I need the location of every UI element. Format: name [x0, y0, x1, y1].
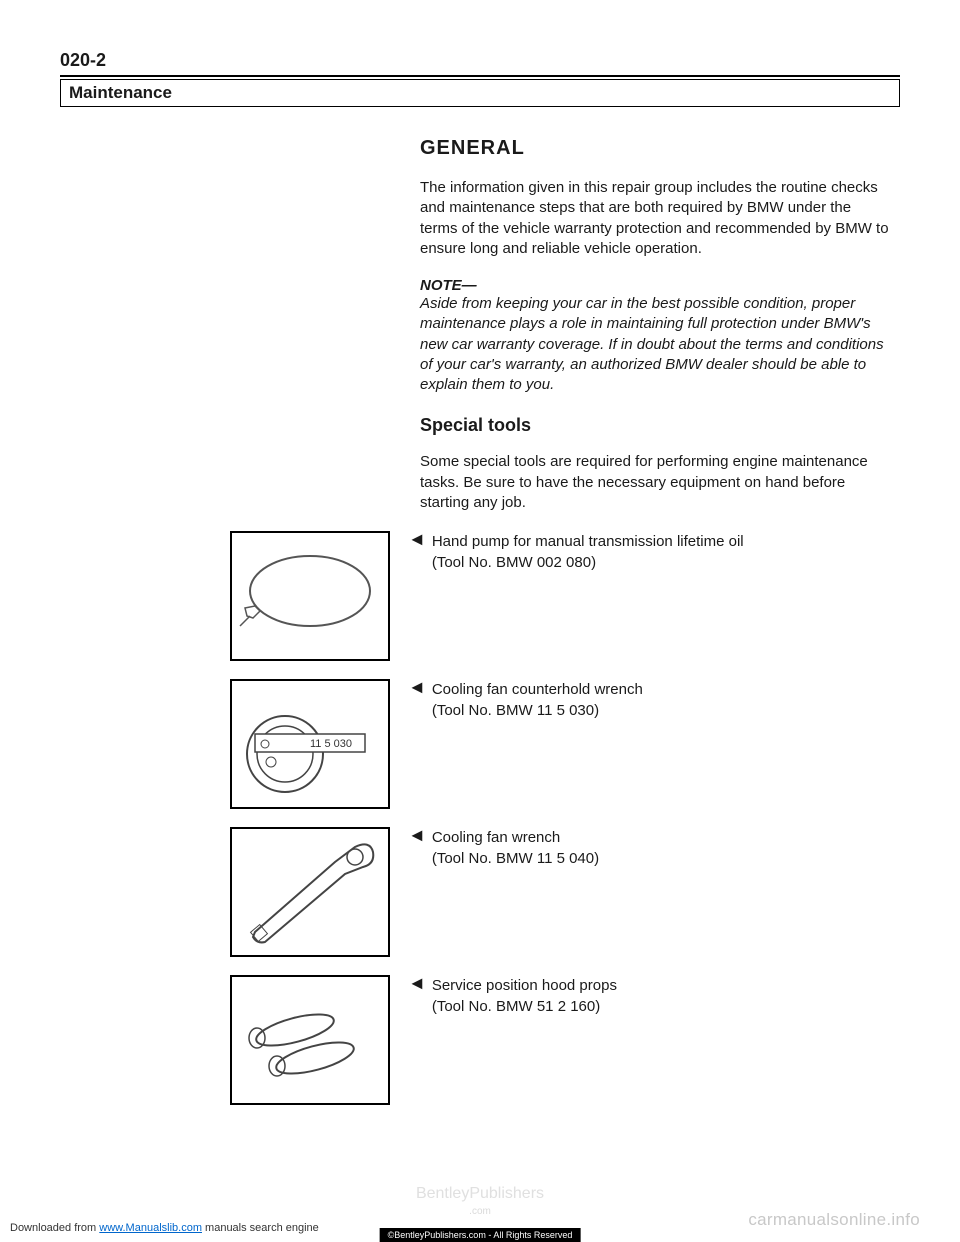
tool-description: Service position hood props (Tool No. BM…	[432, 975, 617, 1017]
page-number: 020-2	[60, 50, 900, 71]
pointer-icon: ◄	[408, 973, 426, 994]
watermark: carmanualsonline.info	[748, 1210, 920, 1230]
tool-row: ◄ Service position hood props (Tool No. …	[230, 975, 890, 1105]
tool-description: Hand pump for manual transmission lifeti…	[432, 531, 744, 573]
tool-row: ◄ Hand pump for manual transmission life…	[230, 531, 890, 661]
tool-number-text: (Tool No. BMW 11 5 040)	[432, 850, 599, 867]
fan-wrench-icon	[235, 832, 385, 952]
hand-pump-icon	[235, 536, 385, 656]
intro-paragraph: The information given in this repair gro…	[420, 178, 890, 259]
tool-text-wrap: ◄ Cooling fan wrench (Tool No. BMW 11 5 …	[408, 827, 599, 869]
svg-text:11 5 030: 11 5 030	[310, 738, 352, 750]
tool-number-text: (Tool No. BMW 51 2 160)	[432, 998, 600, 1015]
tool-image-hand-pump	[230, 531, 390, 661]
tool-desc-text: Service position hood props	[432, 977, 617, 994]
counterhold-wrench-icon: 11 5 030	[235, 684, 385, 804]
publisher-watermark: BentleyPublishers .com	[416, 1186, 544, 1218]
pointer-icon: ◄	[408, 825, 426, 846]
header-box: Maintenance	[60, 79, 900, 107]
download-footer: Downloaded from www.Manualslib.com manua…	[10, 1222, 319, 1234]
special-tools-title: Special tools	[420, 415, 890, 436]
tool-text-wrap: ◄ Cooling fan counterhold wrench (Tool N…	[408, 679, 643, 721]
tool-row: 11 5 030 ◄ Cooling fan counterhold wrenc…	[230, 679, 890, 809]
tool-desc-text: Hand pump for manual transmission lifeti…	[432, 533, 744, 550]
tool-image-counterhold-wrench: 11 5 030	[230, 679, 390, 809]
download-suffix: manuals search engine	[202, 1222, 319, 1234]
publisher-text: BentleyPublishers	[416, 1185, 544, 1202]
tool-desc-text: Cooling fan counterhold wrench	[432, 681, 643, 698]
pointer-icon: ◄	[408, 529, 426, 550]
note-label: NOTE—	[420, 277, 890, 294]
tool-text-wrap: ◄ Service position hood props (Tool No. …	[408, 975, 617, 1017]
tool-desc-text: Cooling fan wrench	[432, 829, 560, 846]
section-title: GENERAL	[420, 137, 890, 160]
hood-props-icon	[235, 980, 385, 1100]
tool-number-text: (Tool No. BMW 11 5 030)	[432, 702, 599, 719]
tool-row: ◄ Cooling fan wrench (Tool No. BMW 11 5 …	[230, 827, 890, 957]
tool-text-wrap: ◄ Hand pump for manual transmission life…	[408, 531, 744, 573]
special-tools-intro: Some special tools are required for perf…	[420, 452, 890, 513]
header-rule	[60, 75, 900, 77]
tool-image-fan-wrench	[230, 827, 390, 957]
download-prefix: Downloaded from	[10, 1222, 99, 1234]
publisher-sub-text: .com	[469, 1206, 491, 1217]
tool-number-text: (Tool No. BMW 002 080)	[432, 554, 596, 571]
tool-description: Cooling fan counterhold wrench (Tool No.…	[432, 679, 643, 721]
page-container: 020-2 Maintenance GENERAL The informatio…	[0, 0, 960, 1242]
note-text: Aside from keeping your car in the best …	[420, 294, 890, 395]
note-block: NOTE— Aside from keeping your car in the…	[420, 277, 890, 395]
content-area: GENERAL The information given in this re…	[420, 137, 890, 1105]
download-link[interactable]: www.Manualslib.com	[99, 1222, 202, 1234]
tool-description: Cooling fan wrench (Tool No. BMW 11 5 04…	[432, 827, 599, 869]
tool-image-hood-props	[230, 975, 390, 1105]
copyright-bar: ©BentleyPublishers.com - All Rights Rese…	[380, 1228, 581, 1242]
pointer-icon: ◄	[408, 677, 426, 698]
